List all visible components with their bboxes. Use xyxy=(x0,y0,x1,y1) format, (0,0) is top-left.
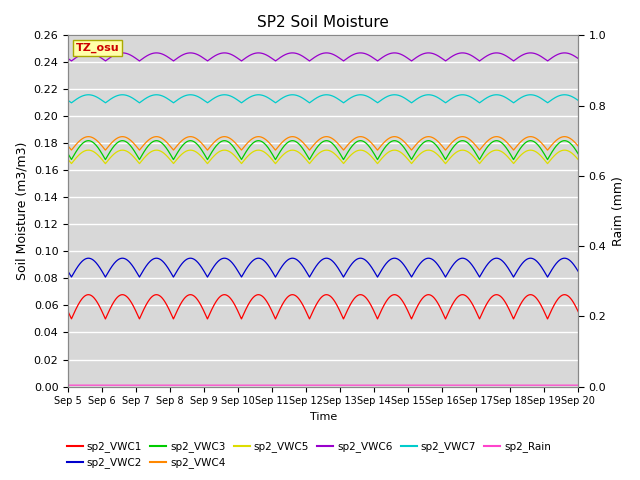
sp2_VWC7 xyxy=(102,100,109,106)
sp2_VWC4 xyxy=(575,143,582,149)
X-axis label: Time: Time xyxy=(310,412,337,422)
sp2_VWC4 xyxy=(307,145,315,151)
sp2_VWC4 xyxy=(435,140,443,145)
sp2_VWC6 xyxy=(279,53,287,59)
Line: sp2_VWC2: sp2_VWC2 xyxy=(68,258,579,277)
sp2_VWC2 xyxy=(64,269,72,275)
sp2_VWC5 xyxy=(102,161,109,167)
sp2_VWC2 xyxy=(559,255,566,261)
sp2_VWC2 xyxy=(307,272,315,278)
sp2_VWC5 xyxy=(152,147,160,153)
sp2_VWC2 xyxy=(575,269,582,275)
sp2_VWC2 xyxy=(435,264,443,269)
sp2_VWC2 xyxy=(279,263,287,268)
sp2_VWC3 xyxy=(559,138,566,144)
Line: sp2_VWC3: sp2_VWC3 xyxy=(68,141,579,159)
sp2_VWC2 xyxy=(102,274,109,280)
sp2_VWC7 xyxy=(307,99,315,105)
sp2_VWC5 xyxy=(307,159,315,165)
sp2_VWC1 xyxy=(102,316,109,322)
sp2_VWC4 xyxy=(64,143,72,149)
sp2_VWC1 xyxy=(152,292,160,298)
sp2_VWC5 xyxy=(534,150,541,156)
sp2_VWC2 xyxy=(152,255,160,261)
sp2_VWC1 xyxy=(534,297,541,302)
sp2_VWC7 xyxy=(152,92,160,97)
sp2_VWC4 xyxy=(152,134,160,140)
sp2_VWC7 xyxy=(559,92,566,98)
Line: sp2_VWC6: sp2_VWC6 xyxy=(68,53,579,61)
sp2_VWC6 xyxy=(102,58,109,64)
sp2_VWC5 xyxy=(64,157,72,163)
sp2_Rain xyxy=(435,382,443,388)
Y-axis label: Soil Moisture (m3/m3): Soil Moisture (m3/m3) xyxy=(15,142,28,280)
sp2_VWC6 xyxy=(152,50,160,56)
sp2_VWC6 xyxy=(435,54,443,60)
sp2_VWC7 xyxy=(279,95,287,101)
sp2_VWC6 xyxy=(307,57,315,63)
sp2_VWC7 xyxy=(534,94,541,99)
sp2_VWC4 xyxy=(283,135,291,141)
sp2_VWC3 xyxy=(575,151,582,157)
sp2_Rain xyxy=(533,382,541,388)
Line: sp2_VWC4: sp2_VWC4 xyxy=(68,137,579,150)
sp2_VWC3 xyxy=(279,145,287,151)
Legend: sp2_VWC1, sp2_VWC2, sp2_VWC3, sp2_VWC4, sp2_VWC5, sp2_VWC6, sp2_VWC7, sp2_Rain: sp2_VWC1, sp2_VWC2, sp2_VWC3, sp2_VWC4, … xyxy=(63,437,556,472)
sp2_VWC4 xyxy=(102,147,109,153)
sp2_VWC5 xyxy=(435,153,443,159)
sp2_Rain xyxy=(307,382,314,388)
sp2_VWC4 xyxy=(559,134,566,140)
Line: sp2_VWC1: sp2_VWC1 xyxy=(68,295,579,319)
sp2_Rain xyxy=(283,382,291,388)
sp2_VWC6 xyxy=(559,50,566,56)
sp2_VWC7 xyxy=(575,97,582,103)
sp2_VWC5 xyxy=(283,149,291,155)
sp2_VWC3 xyxy=(534,142,541,147)
sp2_VWC3 xyxy=(283,140,291,146)
sp2_VWC5 xyxy=(575,157,582,163)
sp2_VWC1 xyxy=(307,313,315,319)
sp2_VWC3 xyxy=(435,146,443,152)
sp2_Rain xyxy=(575,382,582,388)
sp2_VWC7 xyxy=(283,93,291,99)
sp2_VWC2 xyxy=(534,259,541,265)
sp2_VWC7 xyxy=(435,96,443,101)
sp2_Rain xyxy=(64,382,72,388)
Y-axis label: Raim (mm): Raim (mm) xyxy=(612,176,625,246)
sp2_VWC4 xyxy=(534,136,541,142)
sp2_VWC1 xyxy=(283,295,291,301)
sp2_VWC1 xyxy=(64,309,72,315)
Text: TZ_osu: TZ_osu xyxy=(76,43,120,53)
sp2_VWC3 xyxy=(307,155,315,160)
sp2_Rain xyxy=(278,382,286,388)
sp2_VWC1 xyxy=(575,309,582,315)
Title: SP2 Soil Moisture: SP2 Soil Moisture xyxy=(257,15,389,30)
sp2_VWC6 xyxy=(283,51,291,57)
sp2_VWC6 xyxy=(534,52,541,58)
sp2_Rain xyxy=(559,382,566,388)
sp2_VWC3 xyxy=(152,138,160,144)
Line: sp2_VWC5: sp2_VWC5 xyxy=(68,150,579,164)
sp2_VWC6 xyxy=(64,56,72,61)
sp2_VWC1 xyxy=(435,302,443,308)
sp2_VWC4 xyxy=(279,139,287,144)
sp2_VWC2 xyxy=(283,258,291,264)
sp2_VWC3 xyxy=(102,156,109,162)
sp2_VWC1 xyxy=(559,292,566,298)
sp2_VWC6 xyxy=(575,56,582,61)
sp2_VWC3 xyxy=(64,151,72,157)
Line: sp2_VWC7: sp2_VWC7 xyxy=(68,95,579,103)
sp2_VWC1 xyxy=(279,301,287,307)
sp2_VWC7 xyxy=(64,97,72,103)
sp2_VWC5 xyxy=(559,147,566,153)
sp2_VWC5 xyxy=(279,152,287,158)
